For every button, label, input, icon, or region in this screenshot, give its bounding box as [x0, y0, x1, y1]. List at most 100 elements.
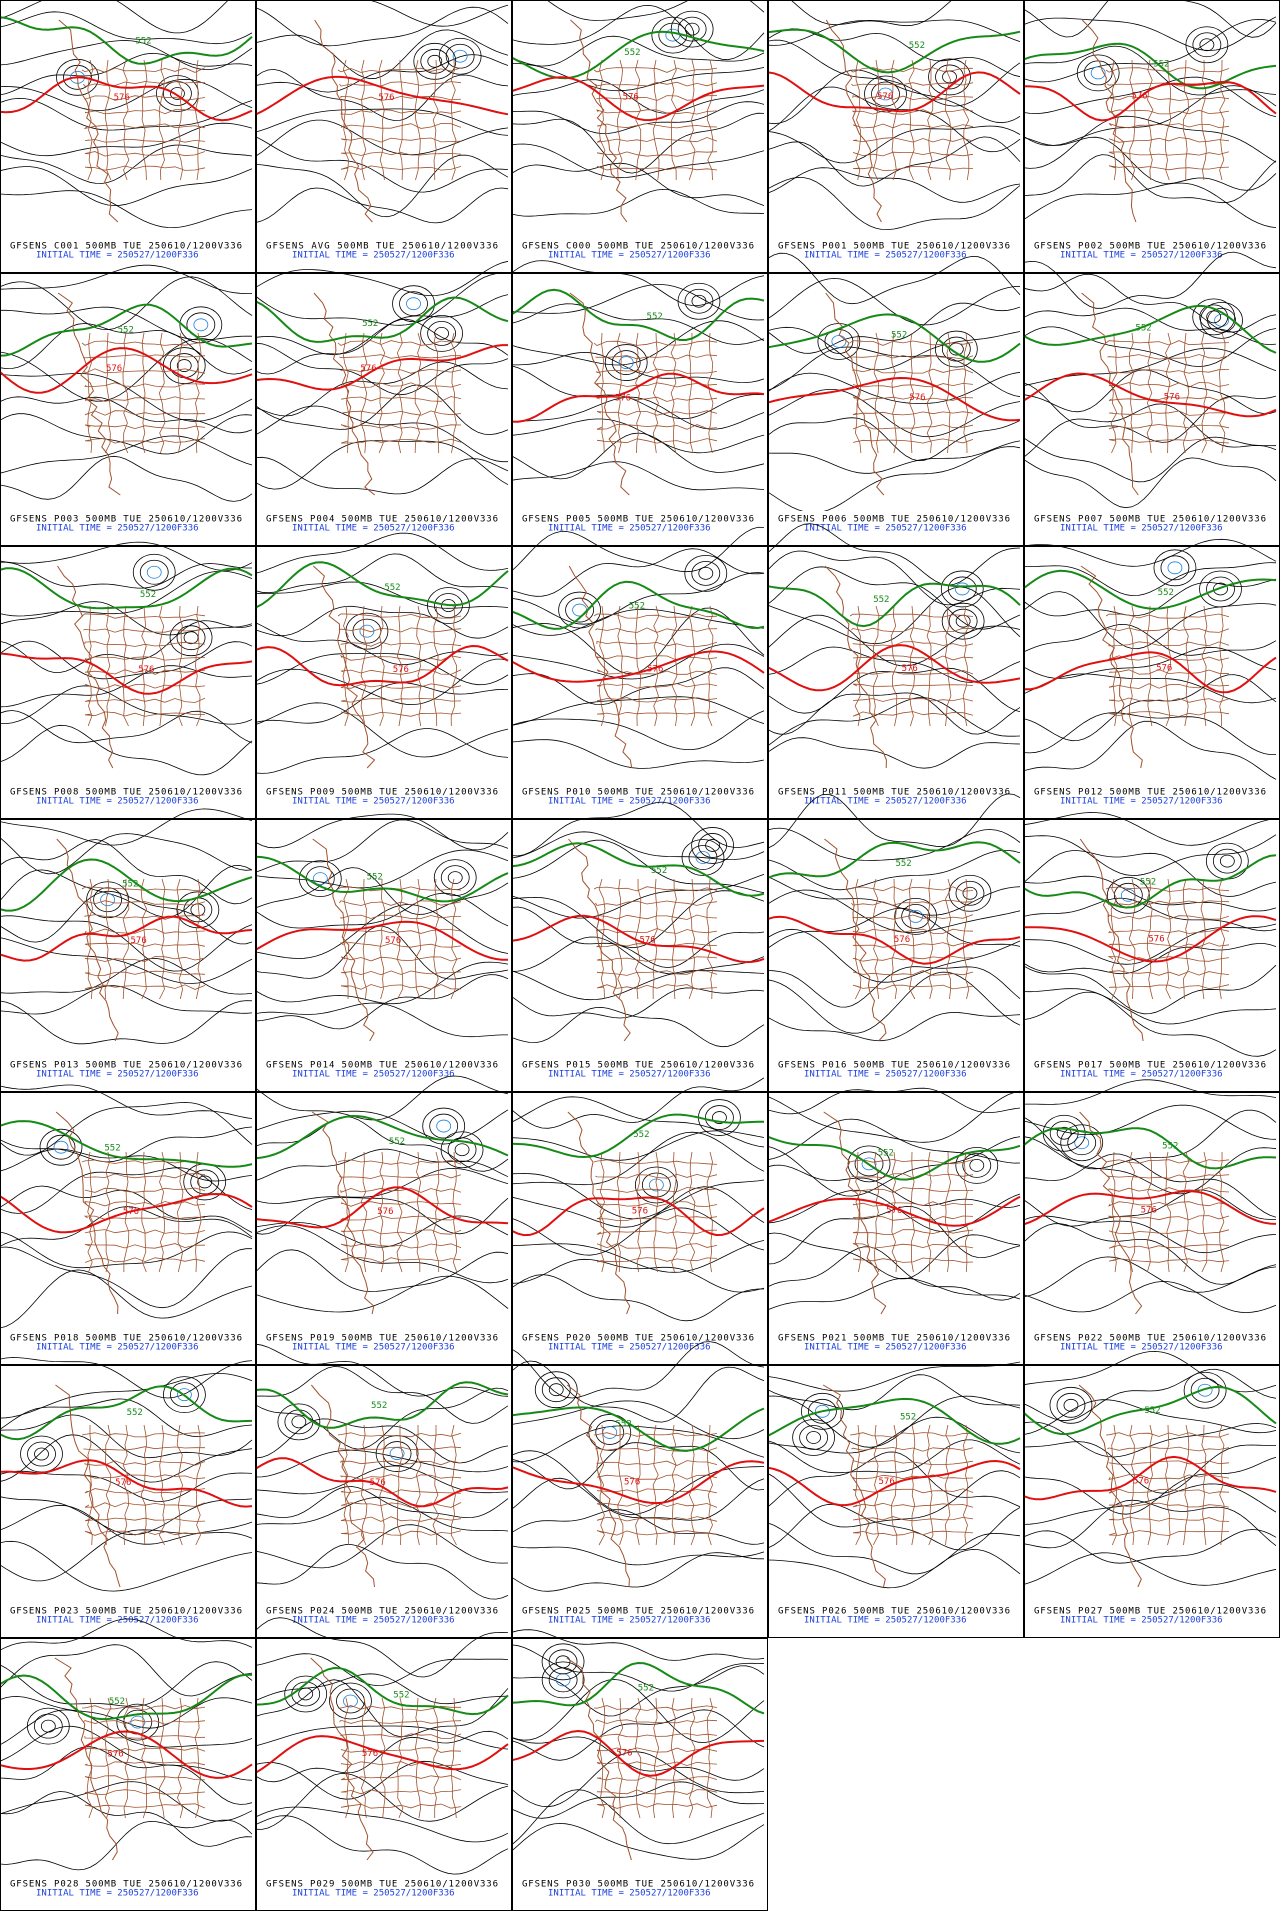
state-border — [852, 1474, 974, 1480]
state-border — [852, 396, 974, 401]
state-border — [339, 1215, 462, 1221]
state-border — [1108, 1516, 1230, 1522]
contour-label: 552 — [127, 1408, 143, 1418]
contour-label: 576 — [1156, 664, 1172, 674]
state-border — [378, 59, 385, 181]
closed-contour — [670, 10, 714, 48]
map-panel: 552 576 GFSENS P025 500MB TUE 250610/1200V… — [511, 1341, 768, 1638]
contour-line — [767, 446, 1021, 514]
contour-line — [255, 1215, 509, 1248]
state-border — [1108, 137, 1230, 143]
state-border — [849, 67, 973, 73]
contour-line — [511, 526, 765, 573]
contour-line — [511, 831, 765, 861]
closed-contour — [712, 1111, 727, 1124]
closed-contour — [169, 1382, 199, 1408]
state-border — [84, 109, 206, 115]
caption-bg — [769, 238, 1023, 268]
closed-contour — [1167, 561, 1183, 575]
contour-label: 552 — [1135, 324, 1151, 334]
state-border — [1146, 878, 1153, 1000]
panel-border — [256, 546, 512, 819]
contour-line — [1024, 1079, 1277, 1105]
closed-contour — [1153, 549, 1197, 587]
closed-contour — [691, 294, 707, 308]
contour-label: 576 — [615, 393, 631, 403]
caption-bg — [257, 511, 511, 541]
contour-576 — [1023, 1190, 1277, 1226]
contour-line — [511, 1678, 765, 1744]
state-border — [706, 1697, 713, 1819]
caption-bg — [1025, 1603, 1279, 1633]
contour-line — [1023, 182, 1277, 228]
state-border — [81, 67, 206, 73]
closed-contour — [1206, 310, 1222, 324]
state-border — [596, 1215, 718, 1221]
contour-line — [1023, 988, 1277, 1025]
contour-576 — [767, 644, 1021, 692]
state-border — [963, 1151, 970, 1273]
contour-576 — [0, 915, 253, 962]
closed-contour — [871, 81, 900, 107]
contour-line — [767, 1011, 1021, 1042]
contour-line — [1023, 964, 1277, 1015]
state-border — [1107, 627, 1230, 633]
coastline — [55, 1384, 121, 1588]
contour-line — [767, 1090, 1021, 1143]
contour-line — [511, 35, 765, 67]
panel-title: GFSENS P009 500MB TUE 250610/1200V336 — [266, 788, 498, 798]
contour-line — [255, 819, 509, 873]
state-border — [596, 123, 718, 129]
contour-label: 576 — [909, 393, 925, 403]
closed-contour — [27, 1441, 56, 1467]
closed-contour — [434, 593, 463, 618]
closed-contour — [352, 618, 382, 644]
state-border — [1108, 396, 1230, 401]
map-panel: 576 GFSENS AVG 500MB TUE 250610/1200V336I… — [255, 0, 512, 273]
contour-line — [511, 890, 765, 949]
contour-label: 576 — [1164, 393, 1180, 403]
caption-bg — [1, 1057, 255, 1087]
contour-line — [255, 384, 509, 436]
contour-576 — [255, 1735, 509, 1774]
contour-line — [255, 456, 509, 495]
state-border — [195, 1424, 202, 1546]
state-border — [81, 340, 206, 346]
state-border — [873, 332, 880, 454]
state-border — [596, 151, 718, 157]
closed-contour — [1219, 854, 1235, 868]
coastline — [824, 565, 887, 769]
state-border — [81, 886, 206, 892]
state-border — [852, 1257, 974, 1263]
state-border — [598, 1424, 605, 1546]
closed-contour — [312, 872, 328, 886]
state-border — [671, 1424, 677, 1546]
contour-576 — [255, 920, 509, 961]
contour-line — [767, 971, 1021, 1034]
contour-552 — [0, 303, 253, 357]
contour-line — [1023, 1368, 1277, 1422]
coastline — [570, 19, 628, 223]
contour-line — [0, 665, 253, 708]
contour-576 — [0, 652, 253, 695]
state-border — [1182, 332, 1190, 454]
state-border — [432, 59, 439, 181]
state-border — [337, 1432, 462, 1438]
contour-line — [1023, 720, 1277, 780]
contour-line — [767, 176, 1021, 231]
state-border — [593, 1159, 718, 1165]
state-border — [432, 1151, 440, 1273]
state-border — [84, 382, 206, 388]
contour-576 — [767, 1459, 1021, 1507]
state-border — [1165, 605, 1172, 727]
panel-title: GFSENS P015 500MB TUE 250610/1200V336 — [522, 1061, 754, 1071]
contour-line — [255, 1225, 509, 1284]
contour-line — [1023, 1483, 1277, 1525]
caption-bg — [1, 784, 255, 814]
coastline — [1079, 838, 1144, 1042]
state-border — [396, 878, 404, 1000]
state-border — [379, 1151, 385, 1273]
closed-contour — [962, 886, 978, 900]
panel-title: GFSENS P020 500MB TUE 250610/1200V336 — [522, 1334, 754, 1344]
contour-label: 552 — [393, 1690, 409, 1700]
